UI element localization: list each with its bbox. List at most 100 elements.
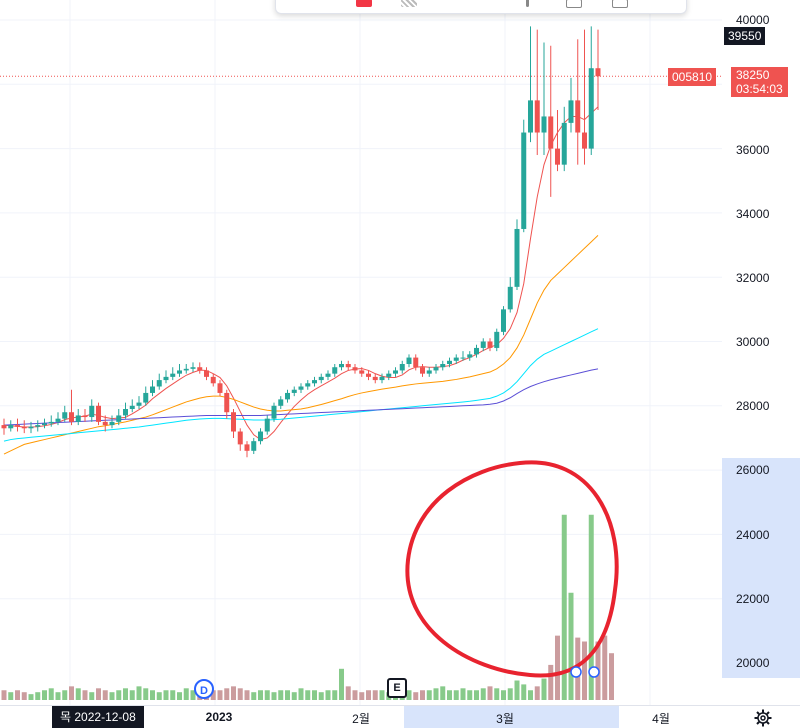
price-tick: 30000	[736, 335, 770, 349]
candle-body	[21, 426, 27, 429]
volume-bar	[480, 688, 486, 700]
volume-marker	[588, 666, 600, 678]
volume-bar	[69, 686, 74, 700]
candle-body	[534, 100, 540, 133]
candle-body	[224, 392, 230, 413]
candle-body	[291, 389, 297, 393]
candle-body	[514, 228, 520, 287]
volume-bar	[89, 692, 95, 700]
candle-body	[379, 376, 385, 381]
candle-body	[96, 405, 101, 422]
volume-bar	[285, 690, 290, 700]
volume-bar	[15, 690, 20, 700]
delete-box-icon[interactable]	[612, 0, 628, 8]
floating-drawing-toolbar[interactable]	[275, 0, 687, 14]
time-tick: 4월	[652, 712, 670, 726]
candle-body	[413, 357, 419, 368]
candle-body	[170, 373, 176, 377]
volume-bar	[359, 692, 365, 700]
candle-body	[190, 367, 196, 369]
volume-bar	[305, 690, 311, 700]
volume-bar	[298, 688, 304, 700]
volume-bar	[588, 514, 594, 700]
price-axis[interactable]: 40000 36000 34000 32000 30000 28000 2600…	[722, 0, 800, 705]
volume-bar	[21, 692, 27, 700]
volume-bar	[501, 690, 506, 700]
candle-body	[15, 425, 20, 427]
volume-bar	[514, 680, 520, 700]
volume-bar	[541, 678, 547, 700]
price-tick: 20000	[736, 656, 770, 670]
volume-bar	[312, 690, 317, 700]
volume-bar	[440, 686, 446, 700]
candle-body	[406, 357, 412, 365]
dividend-event-icon[interactable]: D	[194, 679, 214, 699]
volume-bar	[96, 688, 101, 700]
candle-body	[136, 402, 142, 406]
volume-bar	[258, 690, 263, 700]
candle-body	[582, 132, 587, 149]
volume-bar	[244, 690, 250, 700]
volume-bar	[372, 690, 378, 700]
volume-bar	[163, 690, 169, 700]
candle-body	[264, 418, 270, 432]
candle-body	[251, 441, 257, 451]
candle-body	[433, 367, 439, 371]
candle-body	[595, 68, 601, 77]
earnings-event-icon[interactable]: E	[387, 678, 407, 698]
candle-body	[366, 373, 371, 377]
candle-body	[8, 425, 14, 429]
candle-body	[42, 423, 47, 426]
candle-body	[150, 386, 155, 393]
candle-body	[575, 100, 581, 133]
time-axis[interactable]: 목 2022-12-08 2023 2월 3월 4월	[0, 705, 800, 728]
candle-body	[528, 100, 533, 133]
volume-bar	[460, 688, 466, 700]
candle-body	[285, 392, 290, 400]
volume-bar	[150, 690, 155, 700]
volume-bar	[406, 690, 412, 700]
candle-body	[480, 341, 486, 348]
candle-body	[163, 376, 169, 381]
moving-average-60	[3, 328, 599, 442]
volume-bar	[143, 688, 149, 700]
volume-bar	[413, 692, 419, 700]
volume-bar	[528, 690, 533, 700]
time-tick: 2023	[205, 710, 233, 724]
chart-plot-area[interactable]: D E	[0, 0, 722, 705]
volume-bar	[602, 635, 608, 700]
candle-body	[48, 421, 54, 424]
candle-body	[561, 122, 567, 165]
candle-body	[339, 364, 344, 368]
volume-bar	[42, 690, 47, 700]
price-tick: 34000	[736, 207, 770, 221]
candlestick-chart[interactable]	[0, 0, 722, 705]
volume-bar	[62, 690, 68, 700]
candle-body	[217, 383, 223, 393]
candle-body	[487, 341, 493, 348]
volume-bar	[332, 690, 338, 700]
settings-box-icon[interactable]	[566, 0, 582, 8]
volume-bar	[82, 690, 88, 700]
gear-icon[interactable]	[754, 709, 772, 727]
volume-bar	[582, 641, 587, 700]
candle-body	[210, 376, 216, 384]
pen-icon[interactable]	[526, 0, 529, 7]
candle-body	[231, 412, 236, 432]
price-tick: 40000	[736, 13, 770, 27]
candle-body	[332, 367, 338, 374]
volume-bar	[55, 692, 61, 700]
volume-bar	[291, 692, 297, 700]
volume-bar	[123, 688, 128, 700]
pattern-icon[interactable]	[401, 0, 417, 7]
color-swatch-icon[interactable]	[356, 0, 372, 7]
price-tick: 26000	[736, 463, 770, 477]
volume-bar	[271, 692, 277, 700]
candle-body	[204, 370, 209, 377]
candle-body	[474, 347, 479, 355]
candle-body	[312, 380, 317, 384]
candle-body	[318, 376, 324, 381]
candle-body	[82, 415, 88, 418]
volume-bar	[561, 514, 567, 700]
candle-body	[156, 380, 162, 387]
